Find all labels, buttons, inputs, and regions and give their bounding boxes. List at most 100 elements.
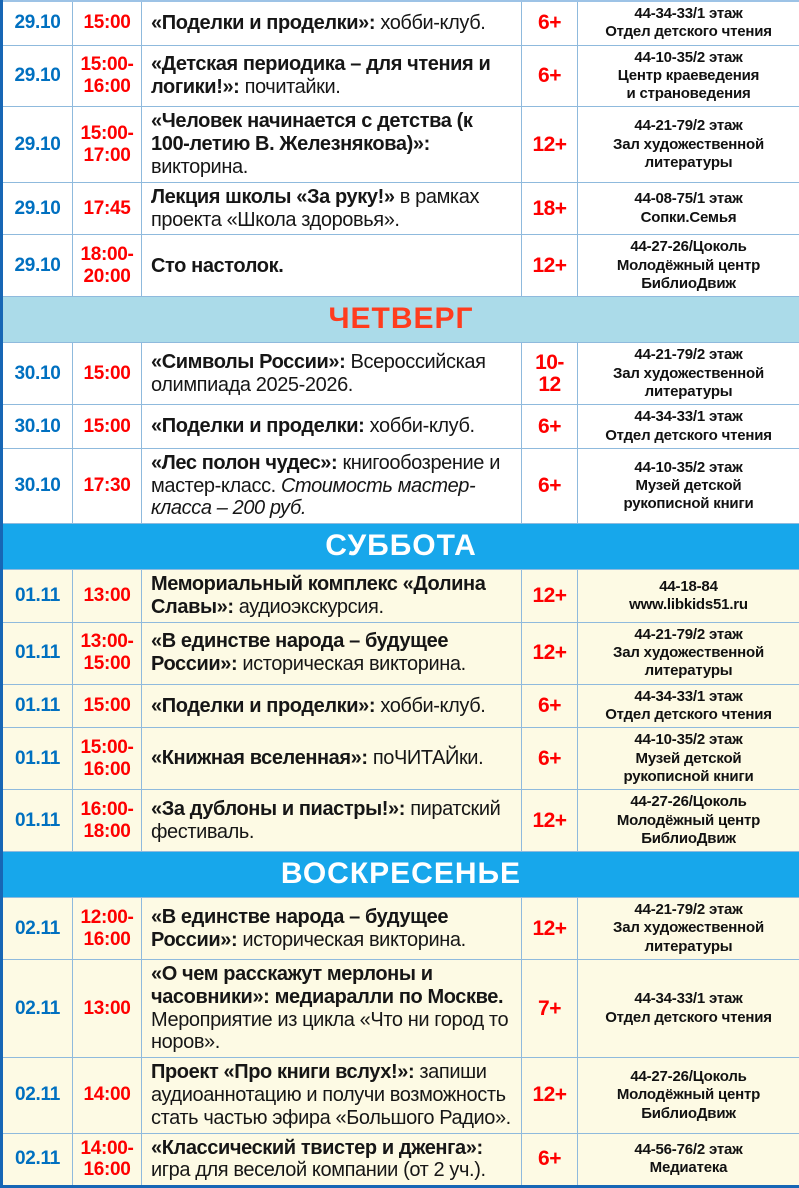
location-line: 44-27-26/Цоколь [582,1068,795,1086]
date-cell: 01.11 [2,684,73,728]
event-cell: «За дублоны и пиастры!»: пиратский фести… [142,790,522,852]
location-line: рукописной книги [582,495,795,513]
date-cell: 30.10 [2,405,73,449]
time-cell: 15:00-17:00 [73,107,142,182]
event-text-segment: «Человек начинается с детства (к 100-лет… [151,110,473,155]
location-line: Музей детской [582,477,795,495]
schedule-row: 02.11 12:00-16:00 «В единстве народа – б… [2,898,799,960]
date-cell: 02.11 [2,1133,73,1187]
schedule-row: 02.11 14:00-16:00 «Классический твистер … [2,1133,799,1187]
location-line: 44-08-75/1 этаж [582,190,795,208]
time-cell: 15:00 [73,684,142,728]
time-cell: 15:00 [73,343,142,405]
time-cell: 16:00-18:00 [73,790,142,852]
location-line: Отдел детского чтения [582,427,795,445]
time-cell: 13:00 [73,959,142,1057]
age-badge: 12+ [522,235,578,297]
event-text-segment: почитайки. [239,76,340,98]
location-line: и страноведения [582,85,795,103]
location-line: литературы [582,383,795,401]
time-cell: 15:00-16:00 [73,728,142,790]
location-line: 44-27-26/Цоколь [582,793,795,811]
age-badge: 6+ [522,448,578,523]
schedule-row: 01.11 13:00-15:00 «В единстве народа – б… [2,622,799,684]
event-text-segment: хобби-клуб. [364,415,474,437]
event-text-segment: викторина. [151,156,248,178]
event-text-segment: историческая викторина. [237,929,466,951]
date-cell: 01.11 [2,570,73,623]
schedule-row: 01.11 16:00-18:00 «За дублоны и пиастры!… [2,790,799,852]
date-cell: 29.10 [2,107,73,182]
schedule-row: 29.10 17:45 Лекция школы «За руку!» в ра… [2,182,799,235]
event-text-segment: Лекция школы «За руку!» [151,186,395,208]
location-line: Центр краеведения [582,67,795,85]
time-cell: 14:00 [73,1058,142,1133]
event-text-segment: «Книжная вселенная»: [151,747,368,769]
date-cell: 30.10 [2,448,73,523]
location-line: 44-10-35/2 этаж [582,459,795,477]
location-line: 44-56-76/2 этаж [582,1141,795,1159]
event-cell: «Книжная вселенная»: поЧИТАЙки. [142,728,522,790]
location-line: БиблиоДвиж [582,275,795,293]
event-cell: «Символы России»: Всероссийская олимпиад… [142,343,522,405]
location-line: 44-21-79/2 этаж [582,901,795,919]
event-text-segment: историческая викторина. [237,653,466,675]
date-cell: 30.10 [2,343,73,405]
location-line: БиблиоДвиж [582,830,795,848]
location-line: Молодёжный центр [582,257,795,275]
schedule-row: 29.10 18:00-20:00 Сто настолок. 12+ 44-2… [2,235,799,297]
location-line: 44-10-35/2 этаж [582,49,795,67]
age-badge: 6+ [522,1,578,45]
date-cell: 01.11 [2,728,73,790]
location-line: Сопки.Семья [582,209,795,227]
time-cell: 15:00 [73,405,142,449]
location-line: Отдел детского чтения [582,23,795,41]
time-cell: 15:00 [73,1,142,45]
time-cell: 14:00-16:00 [73,1133,142,1187]
location-line: 44-34-33/1 этаж [582,688,795,706]
location-line: 44-21-79/2 этаж [582,626,795,644]
location-line: 44-34-33/1 этаж [582,408,795,426]
day-header-label: СУББОТА [2,524,799,570]
day-header-label: ВОСКРЕСЕНЬЕ [2,852,799,898]
event-text-segment: «О чем расскажут мерлоны и часовники»: м… [151,963,503,1008]
time-cell: 15:00-16:00 [73,45,142,107]
event-text-segment: Сто настолок. [151,255,283,277]
location-line: Зал художественной [582,919,795,937]
day-header-row: СУББОТА [2,524,799,570]
event-text-segment: Мероприятие из цикла «Что ни город то но… [151,1009,508,1054]
location-line: 44-21-79/2 этаж [582,117,795,135]
time-cell: 12:00-16:00 [73,898,142,960]
location-line: 44-21-79/2 этаж [582,346,795,364]
location-line: Молодёжный центр [582,1086,795,1104]
location-line: 44-34-33/1 этаж [582,990,795,1008]
location-line: Отдел детского чтения [582,706,795,724]
date-cell: 02.11 [2,898,73,960]
event-cell: «Поделки и проделки»: хобби-клуб. [142,684,522,728]
event-text-segment: «За дублоны и пиастры!»: [151,798,405,820]
event-cell: «Человек начинается с детства (к 100-лет… [142,107,522,182]
location-line: Музей детской [582,750,795,768]
event-cell: «Классический твистер и дженга»: игра дл… [142,1133,522,1187]
event-cell: «Детская периодика – для чтения и логики… [142,45,522,107]
schedule-row: 30.10 17:30 «Лес полон чудес»: книгообоз… [2,448,799,523]
location-line: Медиатека [582,1159,795,1177]
date-cell: 29.10 [2,1,73,45]
schedule-row: 01.11 13:00 Мемориальный комплекс «Долин… [2,570,799,623]
date-cell: 01.11 [2,790,73,852]
event-text-segment: хобби-клуб. [375,695,485,717]
date-cell: 29.10 [2,235,73,297]
event-text-segment: Проект «Про книги вслух!»: [151,1061,414,1083]
location-line: 44-18-84 [582,578,795,596]
age-badge: 6+ [522,684,578,728]
day-header-row: ВОСКРЕСЕНЬЕ [2,852,799,898]
age-badge: 6+ [522,45,578,107]
